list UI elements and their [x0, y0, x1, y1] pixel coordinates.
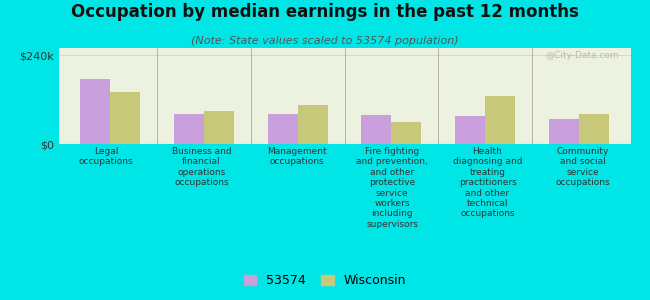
Text: Management
occupations: Management occupations — [267, 147, 327, 167]
Bar — [549, 119, 579, 144]
Text: Occupation by median earnings in the past 12 months: Occupation by median earnings in the pas… — [71, 3, 579, 21]
Text: (Note: State values scaled to 53574 population): (Note: State values scaled to 53574 popu… — [191, 36, 459, 46]
Bar — [268, 114, 298, 144]
Text: Fire fighting
and prevention,
and other
protective
service
workers
including
sup: Fire fighting and prevention, and other … — [356, 147, 428, 229]
Text: Business and
financial
operations
occupations: Business and financial operations occupa… — [172, 147, 231, 187]
Bar — [361, 115, 391, 144]
Bar — [298, 105, 328, 144]
Bar — [80, 80, 110, 144]
Bar — [455, 116, 485, 144]
Legend: 53574, Wisconsin: 53574, Wisconsin — [240, 270, 410, 291]
Bar — [579, 115, 609, 144]
Text: Health
diagnosing and
treating
practitioners
and other
technical
occupations: Health diagnosing and treating practitio… — [453, 147, 522, 218]
Bar — [485, 96, 515, 144]
Text: Legal
occupations: Legal occupations — [79, 147, 133, 167]
Bar — [204, 111, 234, 144]
Text: @City-Data.com: @City-Data.com — [545, 51, 619, 60]
Text: Community
and social
service
occupations: Community and social service occupations — [556, 147, 610, 187]
Bar — [110, 92, 140, 144]
Bar — [174, 115, 204, 144]
Bar — [391, 122, 421, 144]
